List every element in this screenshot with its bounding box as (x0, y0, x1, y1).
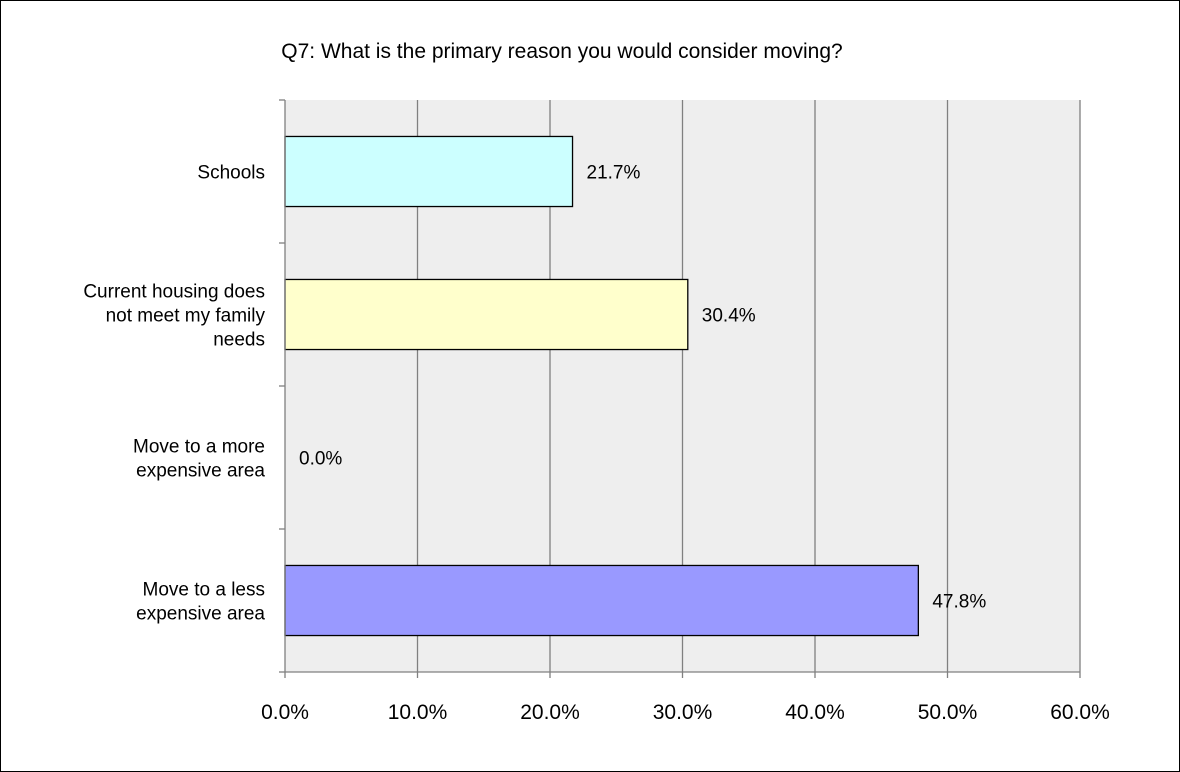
data-label: 47.8% (932, 592, 986, 613)
bars (284, 135, 919, 637)
chart-title: Q7: What is the primary reason you would… (281, 40, 843, 63)
category-label: Move to a more expensive area (133, 437, 265, 482)
x-tick-label: 20.0% (520, 701, 580, 724)
bar (284, 564, 919, 637)
axes (279, 99, 1081, 678)
x-tick-label: 30.0% (653, 701, 713, 724)
x-tick-label: 0.0% (261, 701, 309, 724)
category-label: Schools (197, 163, 265, 184)
x-tick-label: 60.0% (1050, 701, 1110, 724)
x-tick-label: 50.0% (918, 701, 978, 724)
data-label: 21.7% (587, 163, 641, 184)
data-labels: 21.7% 30.4% 0.0% 47.8% (299, 163, 986, 613)
category-labels: Schools Current housing does not meet my f… (83, 163, 265, 625)
x-tick-label: 10.0% (388, 701, 448, 724)
bar (284, 278, 689, 351)
bar (284, 135, 574, 208)
category-label: Move to a less expensive area (136, 580, 265, 625)
data-label: 0.0% (299, 449, 342, 470)
x-tick-label: 40.0% (785, 701, 845, 724)
category-label: Current housing does not meet my family ne… (83, 282, 265, 351)
tick-labels: 0.0% 10.0% 20.0% 30.0% 40.0% 50.0% 60.0% (261, 701, 1110, 724)
data-label: 30.4% (702, 306, 756, 327)
